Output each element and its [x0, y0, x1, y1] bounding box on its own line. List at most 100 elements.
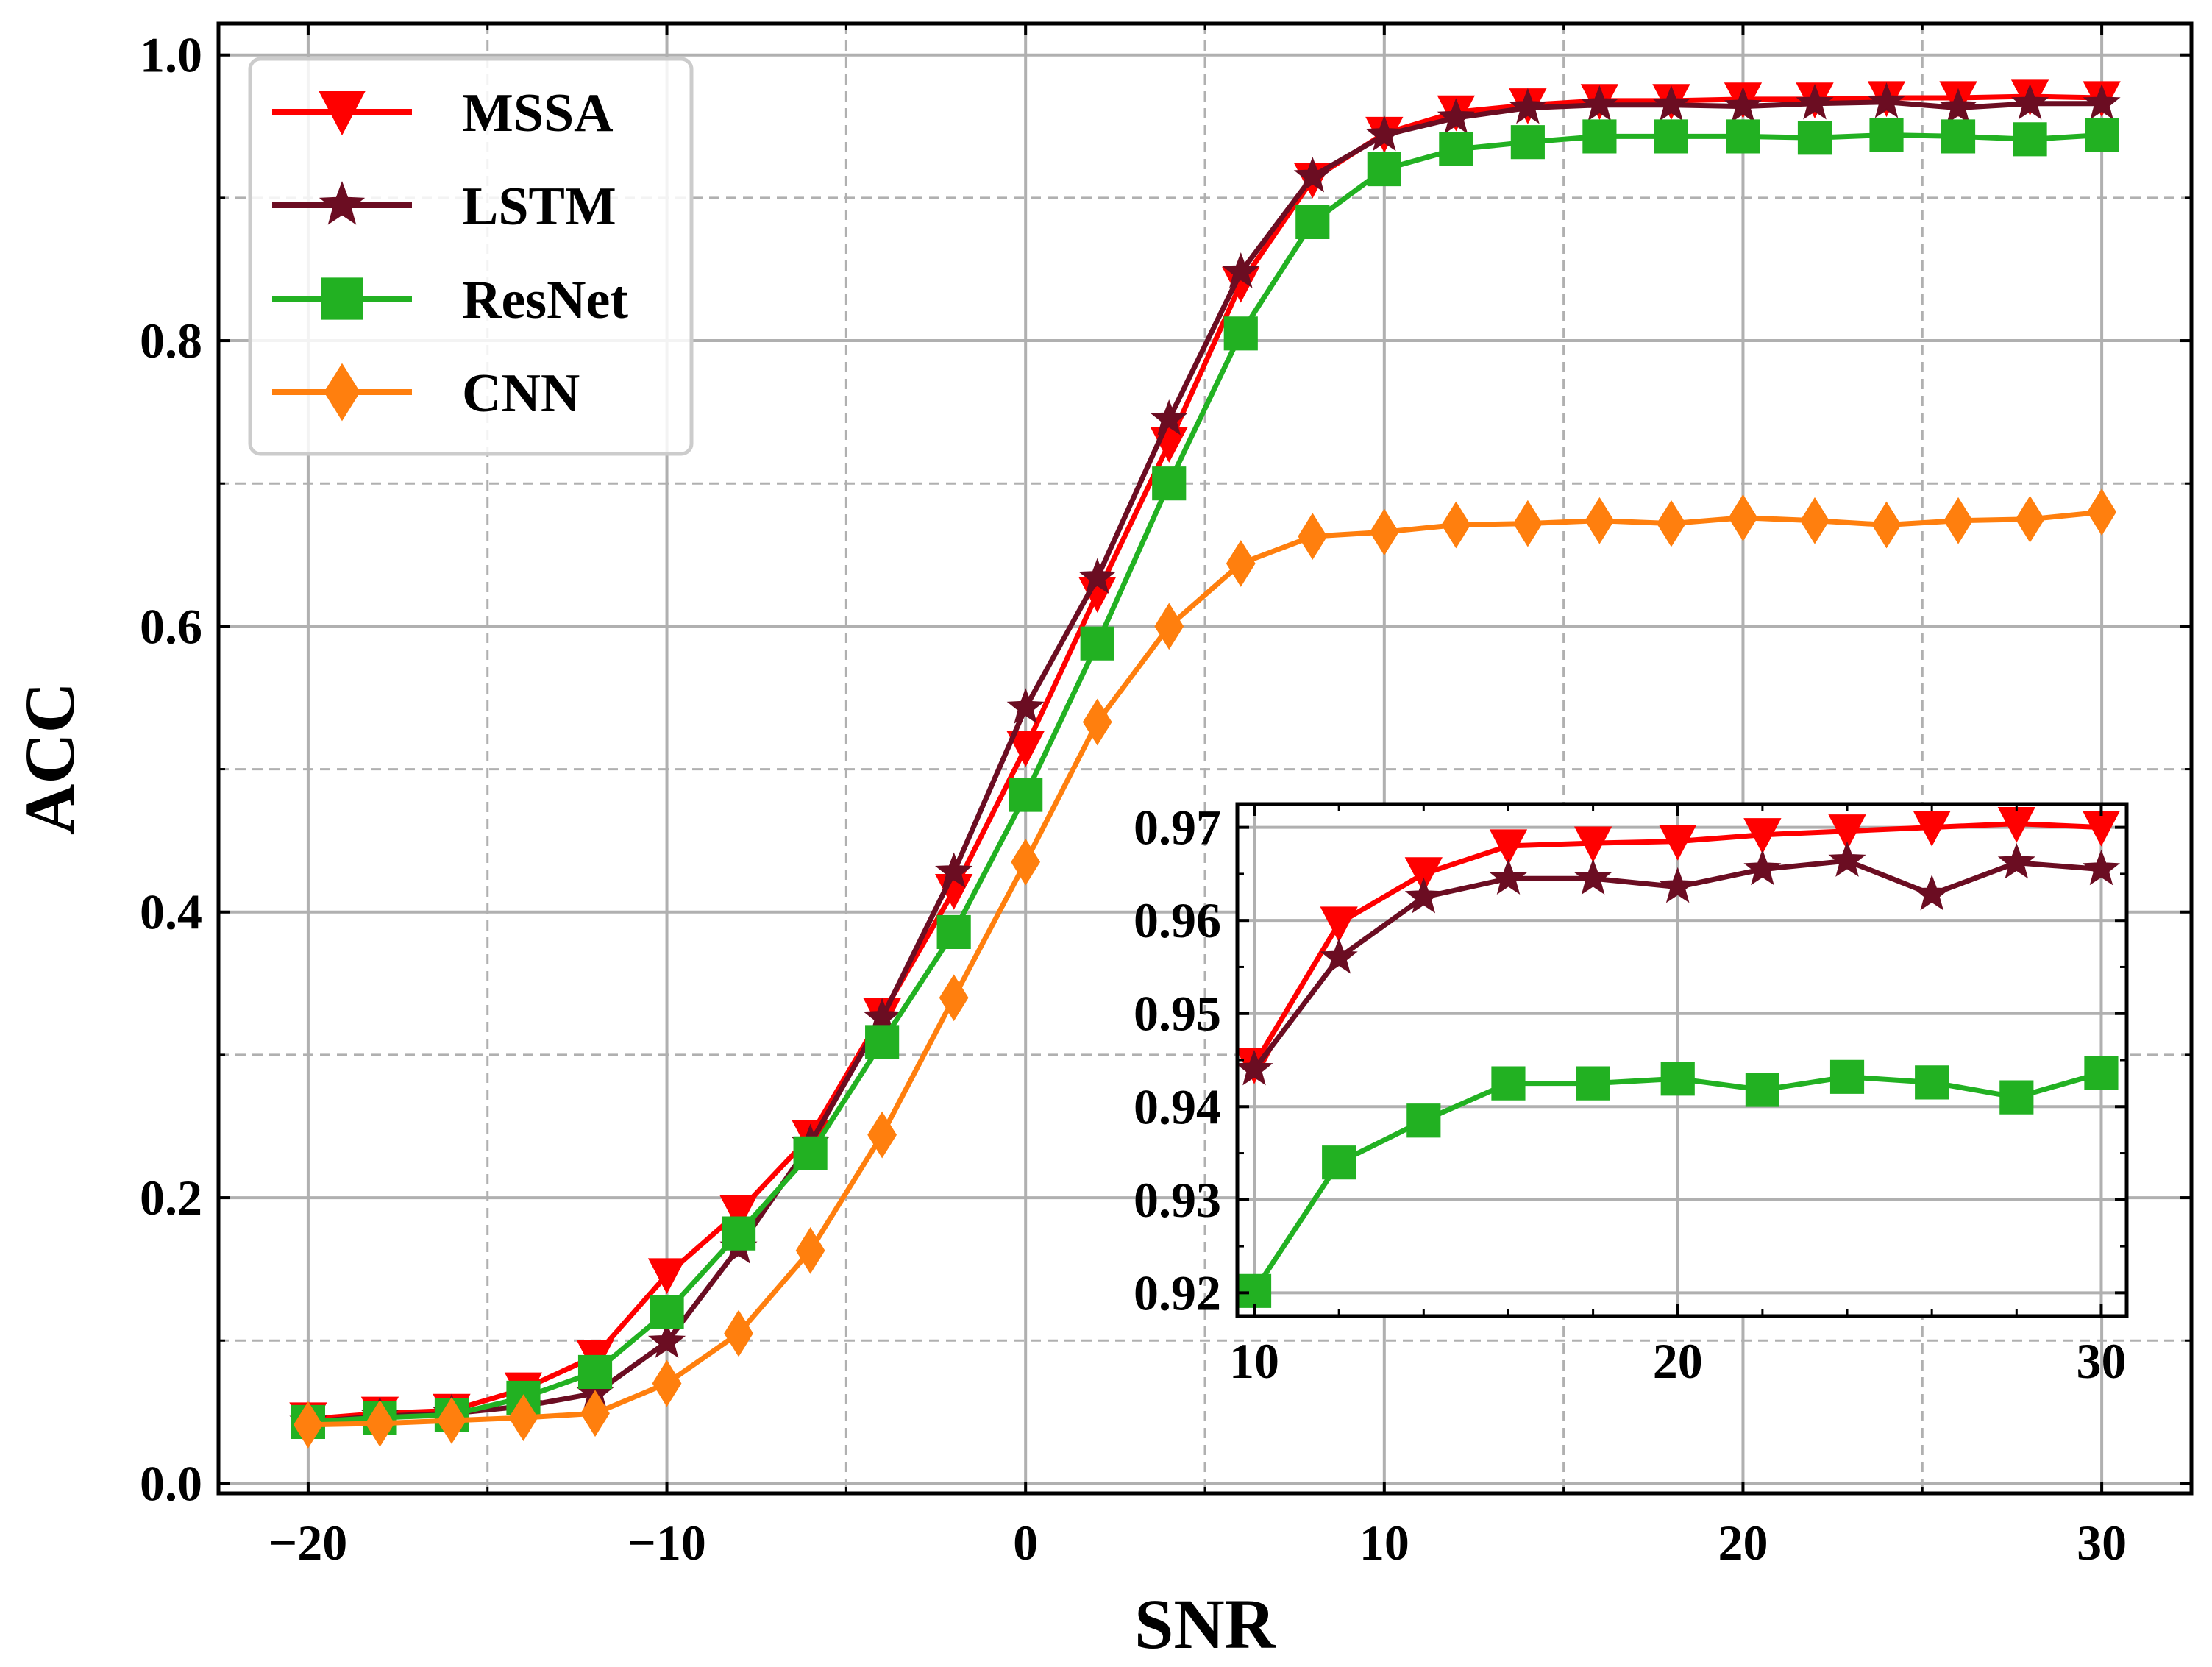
point-lstm: [1796, 83, 1834, 120]
point-cnn: [1728, 494, 1758, 541]
x-axis-title: SNR: [1134, 1585, 1277, 1663]
point-lstm: [2083, 83, 2121, 120]
point-cnn: [1871, 501, 1902, 549]
point-lstm: [1078, 558, 1117, 594]
point-cnn: [867, 1111, 897, 1159]
inset-point-resnet: [2084, 1056, 2119, 1090]
point-lstm: [1867, 82, 1906, 118]
inset-point-lstm: [1743, 849, 1782, 886]
point-resnet: [721, 1216, 756, 1251]
point-cnn: [1441, 501, 1471, 549]
y-tick-label: 0.6: [140, 598, 202, 654]
point-mssa: [719, 1195, 758, 1231]
point-resnet: [1941, 119, 1976, 154]
point-resnet: [1869, 118, 1904, 152]
inset-point-lstm: [1574, 859, 1612, 895]
inset-point-mssa: [1489, 829, 1528, 866]
inset-y-tick-label: 0.93: [1134, 1172, 1221, 1228]
inset-point-lstm: [1404, 877, 1443, 914]
inset-point-resnet: [1237, 1273, 1272, 1308]
legend-marker-cnn: [324, 363, 360, 422]
point-lstm: [1222, 252, 1260, 288]
y-tick-label: 0.0: [140, 1455, 202, 1511]
inset-y-tick-label: 0.97: [1134, 800, 1221, 856]
y-tick-label: 0.8: [140, 313, 202, 369]
point-lstm: [1437, 98, 1475, 134]
inset-x-tick-label: 20: [1653, 1333, 1703, 1389]
point-lstm: [935, 852, 973, 889]
inset-point-resnet: [1660, 1062, 1695, 1096]
point-cnn: [1369, 508, 1399, 556]
x-tick-label: −20: [269, 1515, 348, 1571]
point-resnet: [1510, 125, 1545, 160]
point-cnn: [795, 1227, 825, 1274]
legend-item-cnn: CNN: [272, 363, 580, 424]
inset-point-lstm: [1913, 874, 1951, 911]
point-resnet: [2013, 122, 2047, 157]
inset-point-mssa: [1573, 826, 1612, 863]
x-tick-label: −10: [627, 1515, 706, 1571]
inset-point-mssa: [1320, 906, 1358, 943]
inset-series-lstm: [1237, 841, 2121, 1086]
y-tick-label: 1.0: [140, 27, 202, 83]
inset-point-resnet: [1576, 1066, 1610, 1101]
point-cnn: [724, 1309, 753, 1357]
main-series: [289, 79, 2121, 1449]
inset-point-mssa: [1913, 811, 1951, 847]
point-cnn: [1585, 497, 1615, 544]
point-lstm: [647, 1322, 686, 1358]
y-tick-label: 0.2: [140, 1170, 202, 1226]
point-lstm: [1365, 115, 1404, 152]
point-cnn: [437, 1397, 466, 1444]
point-resnet: [865, 1025, 900, 1059]
x-tick-label: 30: [2077, 1515, 2127, 1571]
point-lstm: [1006, 688, 1045, 724]
point-resnet: [650, 1295, 684, 1329]
inset-point-resnet: [1745, 1073, 1779, 1107]
point-lstm: [1293, 156, 1331, 193]
inset-point-mssa: [1743, 818, 1782, 854]
inset-point-resnet: [1999, 1080, 2034, 1115]
legend-label-cnn: CNN: [462, 363, 580, 424]
inset-point-lstm: [2082, 849, 2121, 886]
legend-label-mssa: MSSA: [462, 83, 614, 143]
point-lstm: [2010, 83, 2049, 120]
legend-marker-mssa: [319, 91, 366, 136]
inset-point-resnet: [1829, 1059, 1865, 1094]
legend-marker-resnet: [321, 277, 363, 320]
legend-label-resnet: ResNet: [462, 270, 628, 330]
y-tick-label: 0.4: [140, 884, 202, 940]
point-cnn: [2015, 495, 2045, 543]
point-resnet: [577, 1354, 613, 1390]
point-cnn: [1082, 698, 1112, 746]
inset-point-lstm: [1489, 859, 1528, 895]
inset-y-tick-label: 0.94: [1134, 1078, 1221, 1134]
inset-point-mssa: [1659, 825, 1697, 861]
y-axis-title: ACC: [10, 682, 89, 835]
legend-frame: [248, 57, 694, 456]
x-tick-label: 0: [1013, 1515, 1038, 1571]
inset-point-lstm: [1659, 867, 1697, 903]
inset-x-tick-label: 30: [2076, 1333, 2126, 1389]
inset-y-tick-label: 0.95: [1134, 986, 1221, 1042]
point-resnet: [1367, 152, 1401, 187]
legend-item-lstm: LSTM: [272, 177, 616, 237]
point-cnn: [1154, 603, 1184, 650]
point-resnet: [936, 914, 971, 949]
point-cnn: [508, 1394, 538, 1441]
point-lstm: [1939, 88, 1977, 124]
inset-point-mssa: [1828, 814, 1866, 850]
point-cnn: [1226, 540, 1256, 587]
legend-label-lstm: LSTM: [462, 177, 616, 237]
point-cnn: [1943, 497, 1973, 544]
inset-point-lstm: [1828, 841, 1866, 877]
point-resnet: [1152, 466, 1187, 501]
point-cnn: [365, 1399, 395, 1447]
point-resnet: [1223, 316, 1258, 351]
point-mssa: [1006, 731, 1045, 767]
inset-series: [1237, 806, 2121, 1308]
point-resnet: [1295, 205, 1330, 239]
point-lstm: [1150, 399, 1188, 436]
